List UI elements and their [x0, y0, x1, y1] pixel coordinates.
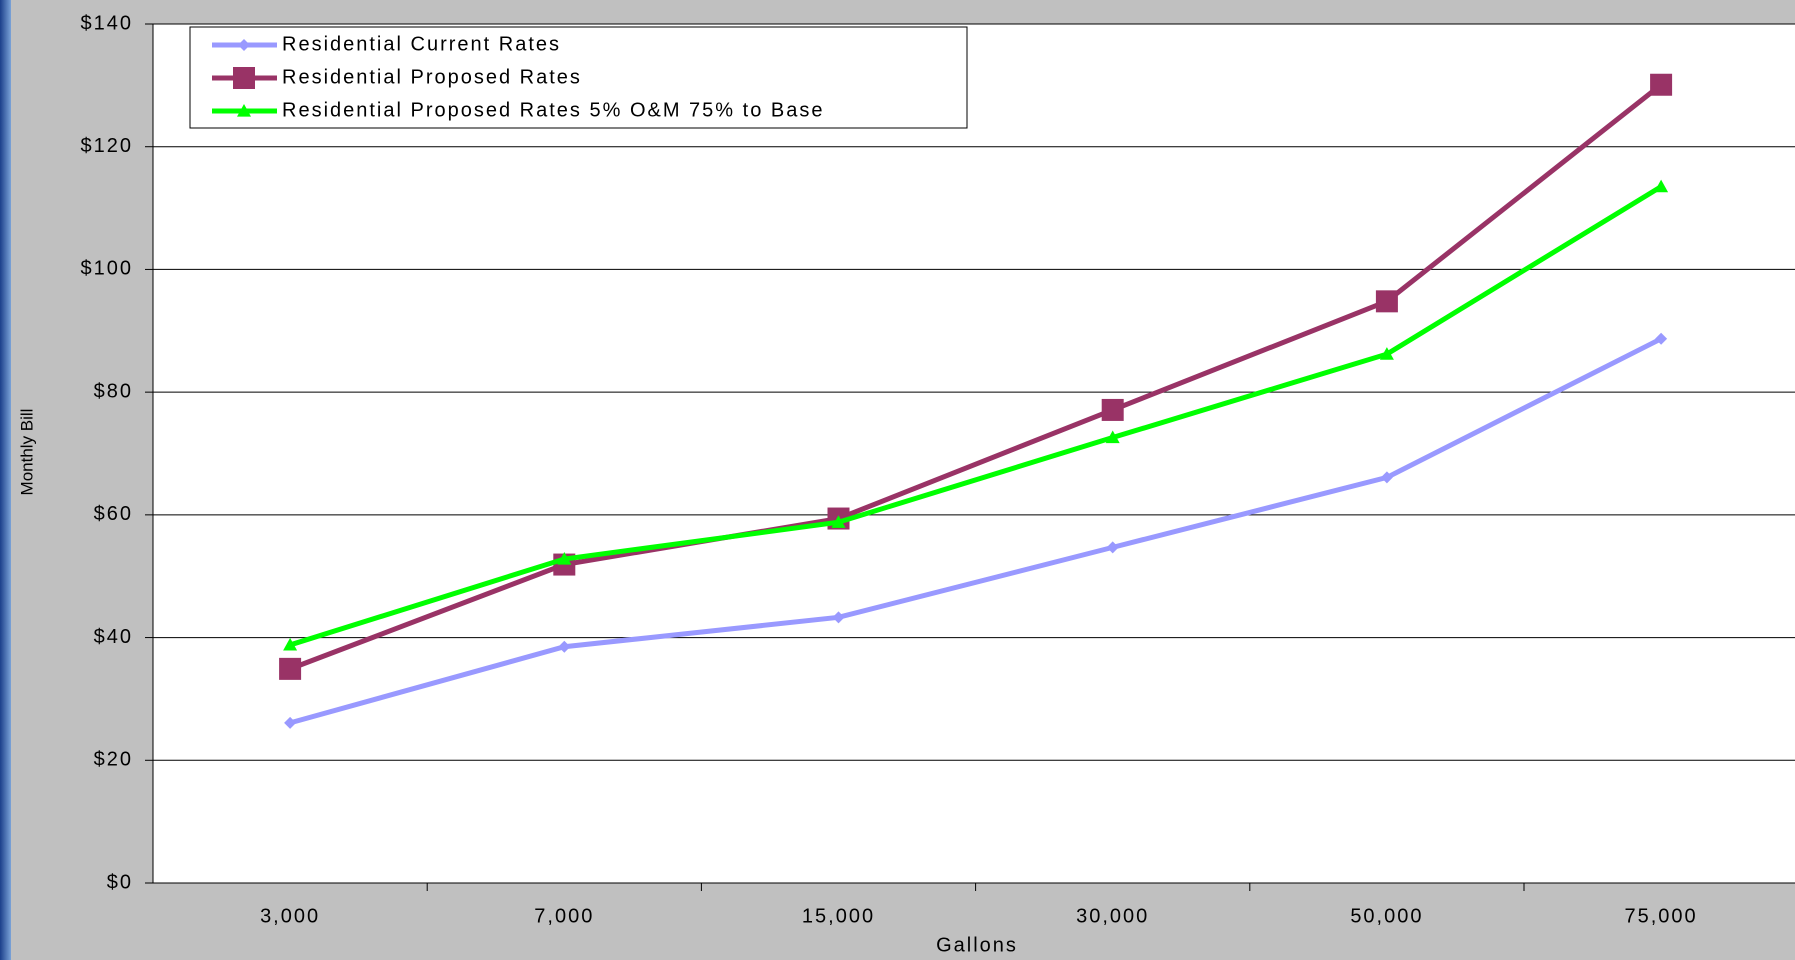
x-tick-label: 50,000: [1350, 905, 1423, 927]
marker: [1106, 541, 1119, 554]
marker: [1379, 347, 1394, 360]
y-tick-label: $0: [107, 871, 133, 893]
marker: [831, 515, 846, 528]
marker: [237, 104, 251, 117]
marker: [238, 39, 250, 51]
y-tick-label: $80: [94, 380, 133, 402]
marker: [1655, 332, 1668, 345]
marker: [279, 657, 302, 680]
marker: [1654, 179, 1669, 193]
y-tick-label: $60: [94, 503, 133, 525]
x-tick-label: 3,000: [260, 905, 320, 927]
marker: [1375, 290, 1398, 313]
legend-label: Residential Proposed Rates 5% O&M 75% to…: [282, 99, 824, 121]
marker: [558, 640, 571, 653]
y-tick-label: $20: [94, 749, 133, 771]
legend-box: [189, 26, 968, 129]
x-axis-title: Gallons: [936, 934, 1018, 956]
plot-area: [153, 24, 1795, 883]
marker: [233, 67, 255, 89]
marker: [1380, 471, 1393, 484]
marker: [1101, 398, 1124, 421]
x-tick-label: 15,000: [802, 905, 875, 927]
marker: [832, 611, 845, 624]
marker: [1105, 430, 1120, 444]
marker: [283, 637, 298, 651]
series-line: [289, 336, 1663, 726]
marker: [557, 552, 572, 565]
y-axis-title: Monthly Bill: [17, 409, 36, 496]
y-tick-label: $140: [81, 12, 134, 34]
legend-label: Residential Proposed Rates: [282, 66, 582, 88]
series-line: [289, 82, 1663, 672]
series-line: [289, 184, 1663, 648]
x-tick-label: 30,000: [1076, 905, 1149, 927]
marker: [1650, 73, 1673, 96]
legend-label: Residential Current Rates: [282, 33, 561, 55]
x-tick-label: 7,000: [534, 905, 594, 927]
edge-decoration: [0, 0, 11, 960]
y-tick-label: $120: [81, 135, 134, 157]
x-tick-label: 75,000: [1625, 905, 1698, 927]
y-tick-label: $100: [81, 258, 134, 280]
y-tick-label: $40: [94, 626, 133, 648]
marker: [284, 716, 297, 729]
